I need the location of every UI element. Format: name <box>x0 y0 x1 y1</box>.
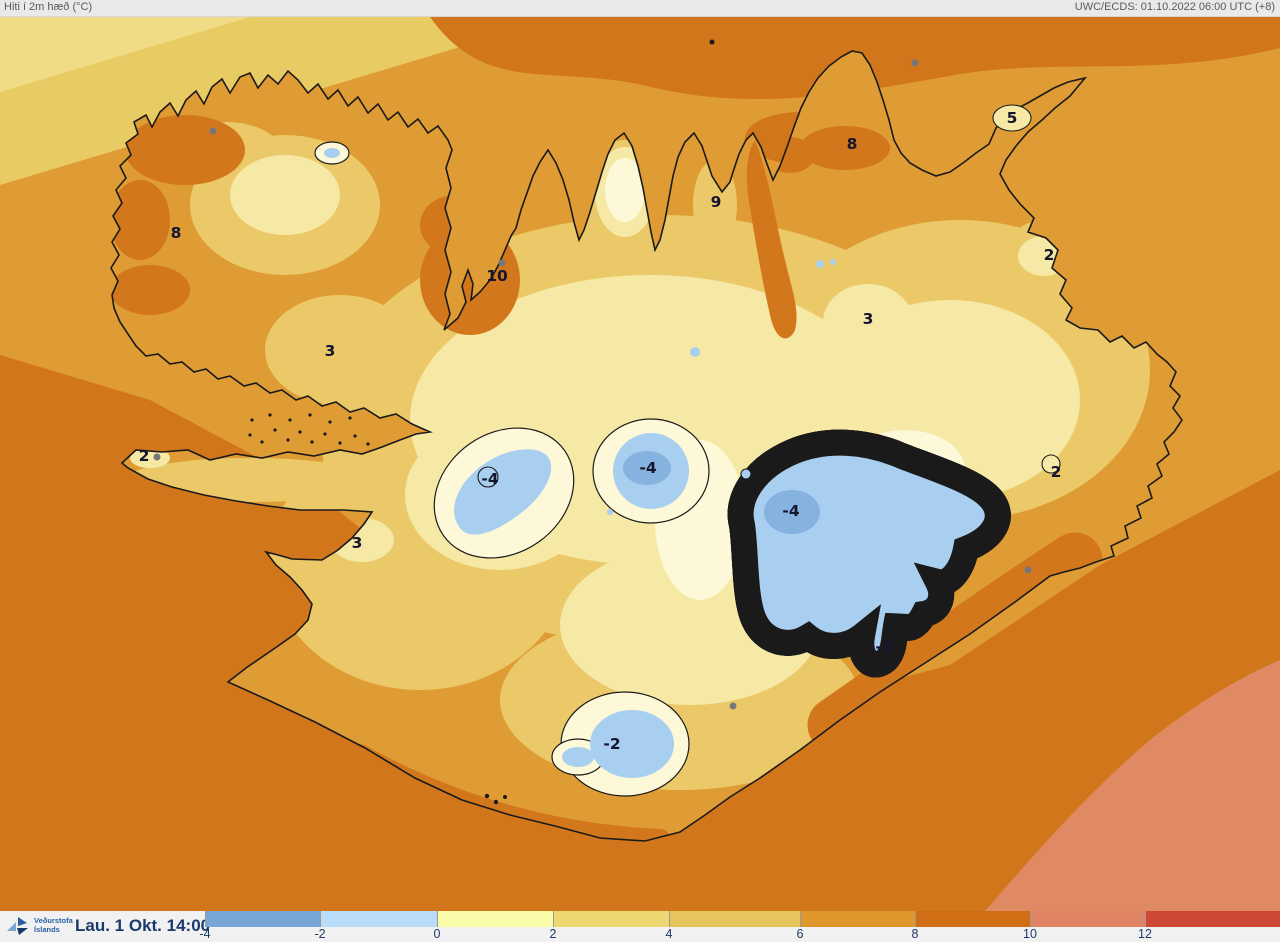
weather-map: 8 10 9 8 5 2 3 3 2 -4 -4 -4 2 3 -2 -2 <box>0 17 1280 911</box>
temp-label: 9 <box>711 193 722 211</box>
contour-rings <box>477 104 1061 488</box>
temperature-labels: 8 10 9 8 5 2 3 3 2 -4 -4 -4 2 3 -2 -2 <box>139 109 1062 753</box>
scale-tick-label: 8 <box>911 927 919 941</box>
glacier-cores <box>623 451 820 534</box>
scale-tick-label: 4 <box>665 927 673 941</box>
temp-label: -4 <box>481 470 498 488</box>
scale-segment <box>915 911 1030 927</box>
valid-time-label: Lau. 1 Okt. 14:00 <box>75 916 211 935</box>
scale-tick-label: 10 <box>1023 927 1037 941</box>
met-office-logo: Veðurstofa Íslands <box>5 914 73 938</box>
sea-salmon-corner <box>985 660 1280 911</box>
logo-text-line2: Íslands <box>34 925 60 934</box>
map-area: 8 10 9 8 5 2 3 3 2 -4 -4 -4 2 3 -2 -2 <box>0 17 1280 911</box>
scale-tick-label: 2 <box>549 927 557 941</box>
temp-label: -2 <box>875 638 892 656</box>
scale-tick-label: 12 <box>1138 927 1152 941</box>
sea-warm-south <box>0 355 1280 911</box>
logo-text-line1: Veðurstofa <box>34 916 73 926</box>
scale-tick-label: 0 <box>433 927 441 941</box>
footer-bar: Veðurstofa Íslands Lau. 1 Okt. 14:00 -4-… <box>0 911 1280 942</box>
scale-segment <box>800 911 915 927</box>
scale-tick-label: 6 <box>796 927 804 941</box>
temp-label: 10 <box>486 267 508 285</box>
sea-gold-corner <box>0 17 250 92</box>
scale-segment <box>320 911 437 927</box>
scale-segment <box>205 911 320 927</box>
lakes <box>607 259 836 515</box>
scale-tick-label: -4 <box>199 927 211 941</box>
scale-segment <box>437 911 553 927</box>
temp-label: 2 <box>1044 246 1055 264</box>
temp-label: 2 <box>139 447 150 465</box>
color-scale: -4 -2 0 2 4 6 8 10 12 <box>199 911 1280 942</box>
town-dot <box>498 259 506 267</box>
town-dot <box>1024 566 1032 574</box>
scale-segment <box>553 911 669 927</box>
temp-label: 3 <box>325 342 336 360</box>
scale-segment <box>1030 911 1145 927</box>
temp-label: 5 <box>1007 109 1018 127</box>
temp-label: 8 <box>171 224 182 242</box>
page-title: Hiti í 2m hæð (°C) <box>4 1 93 13</box>
temp-label: -2 <box>603 735 620 753</box>
scale-tick-label: -2 <box>314 927 326 941</box>
temp-label: 2 <box>1051 463 1062 481</box>
temp-label: -4 <box>782 502 799 520</box>
temp-label: 3 <box>863 310 874 328</box>
town-dot <box>911 59 919 67</box>
header-bar: Hiti í 2m hæð (°C) UWC/ECDS: 01.10.2022 … <box>0 0 1280 17</box>
town-dot <box>209 127 217 135</box>
town-markers <box>153 59 1032 710</box>
temp-label: 8 <box>847 135 858 153</box>
scale-segment <box>1145 911 1280 927</box>
logo-icon <box>7 917 28 935</box>
islands <box>248 39 715 805</box>
model-run-label: UWC/ECDS: 01.10.2022 06:00 UTC (+8) <box>1074 1 1275 13</box>
temp-label: 3 <box>352 534 363 552</box>
town-dot <box>153 453 161 461</box>
scale-segment <box>669 911 800 927</box>
temp-label: -4 <box>639 459 656 477</box>
town-dot <box>729 702 737 710</box>
